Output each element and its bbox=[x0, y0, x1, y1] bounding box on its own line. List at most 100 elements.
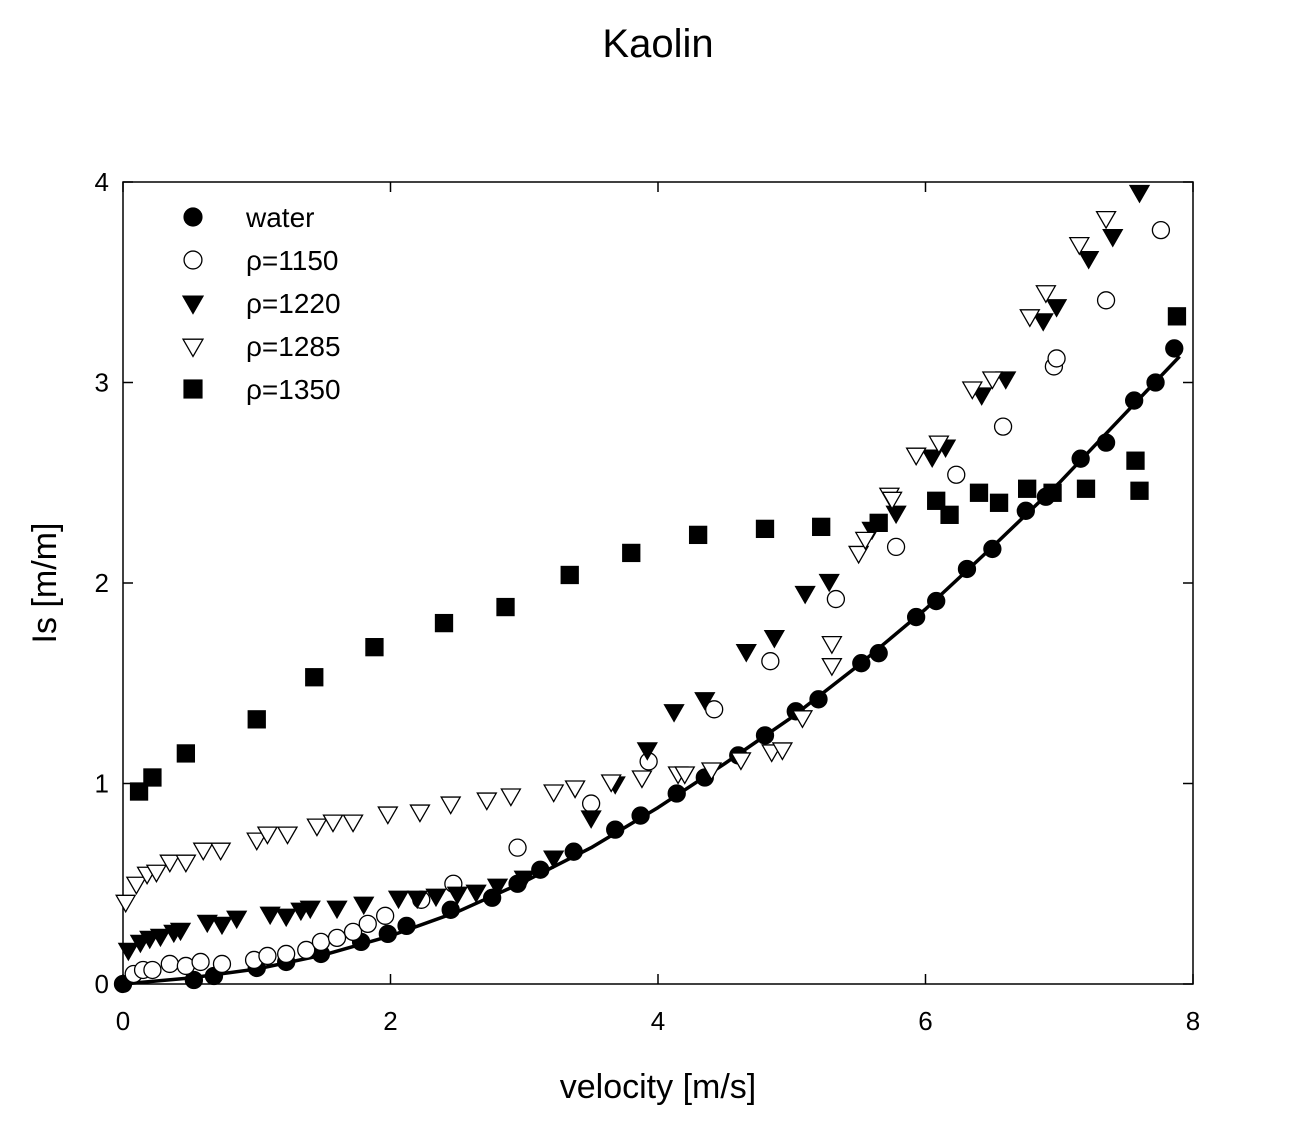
data-point bbox=[580, 810, 602, 829]
data-point bbox=[440, 796, 462, 815]
data-point bbox=[259, 906, 281, 926]
data-point bbox=[434, 613, 454, 633]
data-point bbox=[1125, 391, 1144, 410]
data-point bbox=[246, 832, 268, 851]
data-point bbox=[465, 884, 487, 904]
legend-item: ρ=1350 bbox=[183, 374, 341, 405]
data-point bbox=[1096, 433, 1116, 452]
data-point bbox=[342, 814, 364, 833]
data-point bbox=[1045, 299, 1068, 318]
data-point bbox=[297, 940, 316, 960]
data-point bbox=[771, 742, 794, 761]
fit-curve-layer bbox=[122, 355, 1181, 986]
data-point bbox=[826, 589, 846, 609]
data-point bbox=[543, 850, 565, 869]
legend-label: ρ=1350 bbox=[246, 374, 341, 405]
data-point bbox=[256, 826, 279, 845]
data-point bbox=[755, 519, 775, 539]
y-tick-label: 2 bbox=[95, 568, 109, 598]
data-point bbox=[299, 900, 321, 920]
data-point bbox=[305, 668, 324, 687]
data-point bbox=[600, 774, 622, 793]
data-point bbox=[306, 818, 328, 837]
data-point bbox=[143, 768, 162, 787]
x-tick-label: 6 bbox=[918, 1006, 932, 1036]
data-point bbox=[513, 870, 535, 890]
water-fit-curve bbox=[122, 355, 1181, 986]
data-point bbox=[947, 465, 966, 484]
data-point bbox=[500, 788, 522, 807]
data-point bbox=[674, 766, 696, 785]
data-point bbox=[969, 483, 989, 502]
data-point bbox=[378, 924, 397, 944]
data-point bbox=[564, 842, 583, 861]
data-point bbox=[531, 860, 550, 879]
data-point bbox=[852, 654, 871, 673]
data-point bbox=[1078, 251, 1100, 270]
data-point bbox=[343, 922, 363, 942]
data-point bbox=[125, 876, 147, 896]
data-point bbox=[159, 854, 181, 873]
data-point bbox=[543, 784, 565, 803]
data-point bbox=[730, 752, 752, 771]
data-point bbox=[1071, 449, 1090, 468]
data-point bbox=[794, 585, 816, 605]
data-point bbox=[631, 806, 650, 825]
data-point bbox=[1076, 479, 1096, 498]
data-point bbox=[406, 890, 428, 910]
data-point bbox=[409, 804, 431, 823]
data-point bbox=[886, 537, 906, 557]
data-point bbox=[821, 658, 843, 677]
data-point bbox=[184, 970, 204, 990]
data-point bbox=[606, 820, 625, 839]
data-point bbox=[957, 559, 977, 579]
data-point bbox=[1102, 228, 1124, 248]
data-point bbox=[117, 942, 139, 962]
data-point bbox=[700, 762, 723, 781]
data-point bbox=[1151, 220, 1171, 240]
data-point bbox=[210, 842, 232, 861]
legend-marker bbox=[183, 250, 203, 270]
data-point bbox=[115, 894, 137, 914]
data-point bbox=[425, 888, 447, 908]
data-point bbox=[971, 387, 993, 406]
data-point bbox=[169, 922, 192, 942]
x-tick-label: 4 bbox=[651, 1006, 665, 1036]
data-point bbox=[705, 700, 724, 719]
data-point bbox=[327, 928, 347, 948]
x-axis-label: velocity [m/s] bbox=[560, 1068, 756, 1106]
data-point bbox=[763, 629, 785, 649]
data-point bbox=[377, 806, 399, 825]
data-point bbox=[149, 928, 172, 948]
data-point bbox=[311, 932, 331, 952]
data-point bbox=[989, 493, 1009, 512]
data-points bbox=[113, 184, 1187, 994]
legend-item: ρ=1150 bbox=[183, 245, 339, 276]
data-point bbox=[961, 381, 983, 400]
data-point bbox=[869, 644, 888, 663]
legend-label: water bbox=[245, 202, 314, 233]
data-point bbox=[995, 371, 1017, 390]
data-point bbox=[1019, 309, 1041, 328]
series-2 bbox=[117, 184, 1151, 962]
data-point bbox=[441, 900, 460, 919]
data-point bbox=[1167, 307, 1187, 326]
data-point bbox=[993, 417, 1013, 436]
legend-label: ρ=1220 bbox=[246, 288, 341, 319]
data-point bbox=[212, 954, 232, 974]
data-point bbox=[1035, 285, 1057, 304]
data-point bbox=[1096, 291, 1116, 310]
legend-item: water bbox=[183, 202, 314, 233]
legend-marker bbox=[181, 295, 205, 315]
data-point bbox=[508, 838, 527, 857]
legend: water ρ=1150 ρ=1220 ρ=1285 ρ=1350 bbox=[181, 202, 341, 405]
data-point bbox=[631, 770, 653, 789]
data-point bbox=[1068, 237, 1090, 256]
data-point bbox=[809, 690, 828, 709]
legend-item: ρ=1220 bbox=[181, 288, 341, 319]
data-point bbox=[1146, 373, 1165, 392]
data-point bbox=[869, 513, 888, 532]
data-point bbox=[258, 946, 277, 966]
data-point bbox=[1126, 451, 1145, 470]
data-point bbox=[812, 517, 831, 537]
